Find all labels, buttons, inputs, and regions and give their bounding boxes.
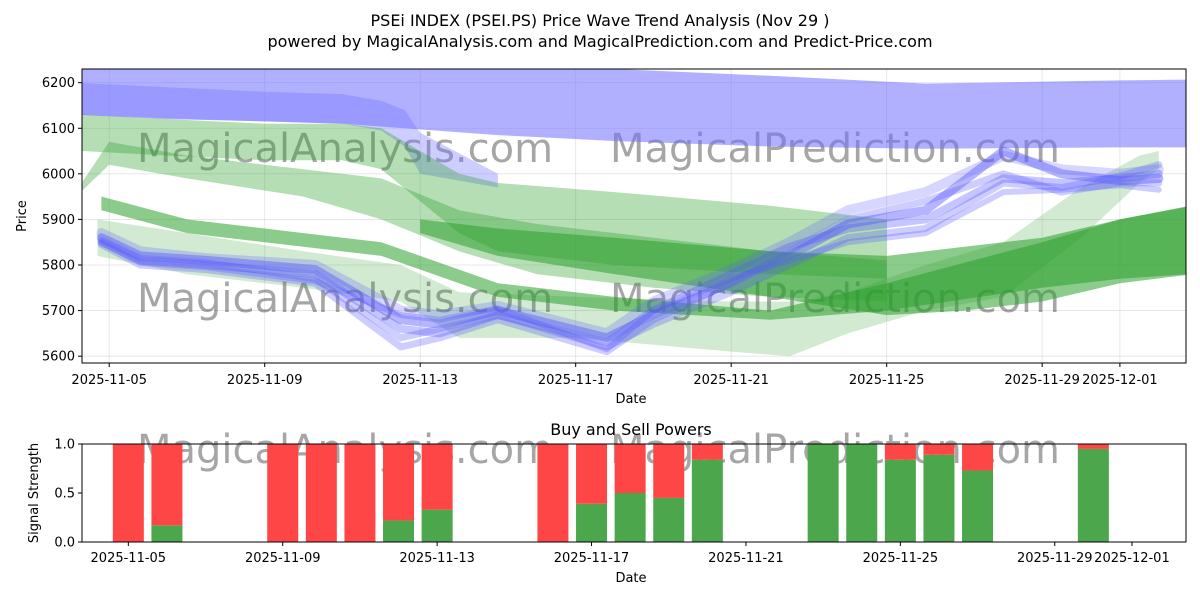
sell-bar-6 xyxy=(421,444,453,510)
line-blue-wave-2 xyxy=(97,169,1163,347)
top-xtick-label-2: 2025-11-13 xyxy=(382,373,458,388)
buy-bar-9 xyxy=(614,493,646,542)
top-ytick-label-5600: 5600 xyxy=(42,350,75,365)
top-xtick-label-7: 2025-12-01 xyxy=(1082,373,1158,388)
bottom-xtick-label-3: 2025-11-17 xyxy=(554,551,630,566)
sell-bar-3 xyxy=(305,444,337,542)
top-ytick-label-5800: 5800 xyxy=(42,259,75,274)
bottom-y-axis-label: Signal Strength xyxy=(27,443,42,543)
band-blue-long-upper xyxy=(82,69,1186,149)
top-y-ticks: 5600 5700 5800 5900 6000 6100 6200 xyxy=(42,76,82,365)
bottom-xtick-label-7: 2025-12-01 xyxy=(1094,551,1170,566)
sell-bar-9 xyxy=(614,444,646,493)
bottom-xtick-label-5: 2025-11-25 xyxy=(863,551,939,566)
line-blue-wave-6 xyxy=(98,182,1162,353)
bottom-xtick-label-1: 2025-11-09 xyxy=(245,551,321,566)
buy-bar-5 xyxy=(383,520,415,542)
buy-bar-11 xyxy=(691,459,723,542)
bottom-x-axis-label: Date xyxy=(615,571,646,586)
wave-lines xyxy=(96,146,1164,356)
sell-bar-16 xyxy=(962,444,994,471)
top-xtick-label-6: 2025-11-29 xyxy=(1004,373,1080,388)
top-xtick-label-0: 2025-11-05 xyxy=(71,373,147,388)
sell-bar-8 xyxy=(576,444,608,504)
buy-bar-16 xyxy=(962,470,994,542)
buy-bar-17 xyxy=(1077,448,1109,542)
buy-bar-1 xyxy=(151,525,183,542)
sell-bar-4 xyxy=(344,444,376,542)
bottom-xtick-label-6: 2025-11-29 xyxy=(1017,551,1093,566)
line-blue-wave-5 xyxy=(97,161,1163,351)
sell-bar-7 xyxy=(537,444,569,542)
band-blue-long-dark xyxy=(82,83,498,188)
band-green-right-long xyxy=(420,207,1186,316)
sell-bar-5 xyxy=(383,444,415,521)
chart-title-line2: powered by MagicalAnalysis.com and Magic… xyxy=(267,32,932,51)
buy-bar-13 xyxy=(846,444,878,542)
top-ytick-label-5700: 5700 xyxy=(42,304,75,319)
top-xtick-label-4: 2025-11-21 xyxy=(693,373,769,388)
sell-bar-0 xyxy=(112,444,144,542)
bottom-ytick-label-1: 0.5 xyxy=(54,487,75,502)
sell-bar-11 xyxy=(691,444,723,460)
top-ytick-label-6200: 6200 xyxy=(42,76,75,91)
top-xtick-label-5: 2025-11-25 xyxy=(849,373,925,388)
top-xtick-label-3: 2025-11-17 xyxy=(538,373,614,388)
top-x-ticks: 2025-11-05 2025-11-09 2025-11-13 2025-11-17… xyxy=(71,363,1158,388)
chart-title-line1: PSEi INDEX (PSEI.PS) Price Wave Trend An… xyxy=(371,11,830,30)
bottom-y-ticks: 0.0 0.5 1.0 xyxy=(54,438,82,551)
wave-bands xyxy=(82,69,1186,357)
bottom-xtick-label-4: 2025-11-21 xyxy=(708,551,784,566)
buy-bar-12 xyxy=(807,444,839,542)
price-wave-chart: MagicalAnalysis.com MagicalPrediction.co… xyxy=(15,68,1187,407)
bottom-ytick-label-2: 1.0 xyxy=(54,438,75,453)
band-green-fan xyxy=(97,151,1159,357)
top-x-axis-label: Date xyxy=(615,392,646,407)
sell-bar-17 xyxy=(1077,444,1109,449)
bottom-xtick-label-2: 2025-11-13 xyxy=(399,551,475,566)
top-ytick-label-6100: 6100 xyxy=(42,122,75,137)
sell-bar-2 xyxy=(267,444,299,542)
buy-bar-15 xyxy=(923,454,955,542)
top-y-axis-label: Price xyxy=(15,200,30,232)
top-xtick-label-1: 2025-11-09 xyxy=(227,373,303,388)
sell-bar-10 xyxy=(653,444,685,498)
buy-bar-6 xyxy=(421,509,453,542)
bottom-x-ticks: 2025-11-05 2025-11-09 2025-11-13 2025-11-17… xyxy=(91,542,1170,566)
bottom-xtick-label-0: 2025-11-05 xyxy=(91,551,167,566)
band-green-long-upper xyxy=(82,114,887,279)
signal-bars xyxy=(112,444,1109,542)
buy-bar-8 xyxy=(576,503,608,542)
sell-bar-15 xyxy=(923,444,955,455)
bottom-ytick-label-0: 0.0 xyxy=(54,536,75,551)
top-axes-frame xyxy=(81,68,1187,364)
line-blue-wave-1 xyxy=(96,146,1164,343)
line-blue-wave-3 xyxy=(97,170,1163,356)
sell-bar-14 xyxy=(884,444,916,460)
top-ytick-label-6000: 6000 xyxy=(42,167,75,182)
sell-bar-1 xyxy=(151,444,183,526)
top-ytick-label-5900: 5900 xyxy=(42,213,75,228)
buy-bar-10 xyxy=(653,497,685,542)
line-blue-wave-4 xyxy=(96,150,1164,339)
buy-sell-chart: Buy and Sell Powers MagicalAnalysis.com … xyxy=(27,420,1187,586)
buy-bar-14 xyxy=(884,459,916,542)
buy-sell-title: Buy and Sell Powers xyxy=(550,420,712,439)
